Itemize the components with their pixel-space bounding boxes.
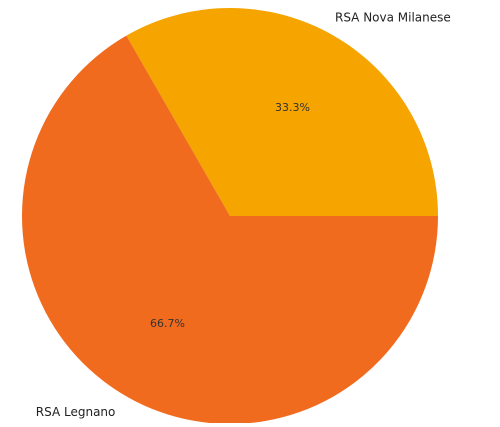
pie-percent-label-1: 66.7% — [150, 317, 185, 330]
pie-percent-label-0: 33.3% — [275, 101, 310, 114]
pie-slice-1 — [22, 35, 439, 424]
pie-category-label-1: RSA Legnano — [36, 405, 116, 419]
pie-category-label-0: RSA Nova Milanese — [335, 10, 451, 24]
pie-slice-0 — [126, 7, 438, 217]
